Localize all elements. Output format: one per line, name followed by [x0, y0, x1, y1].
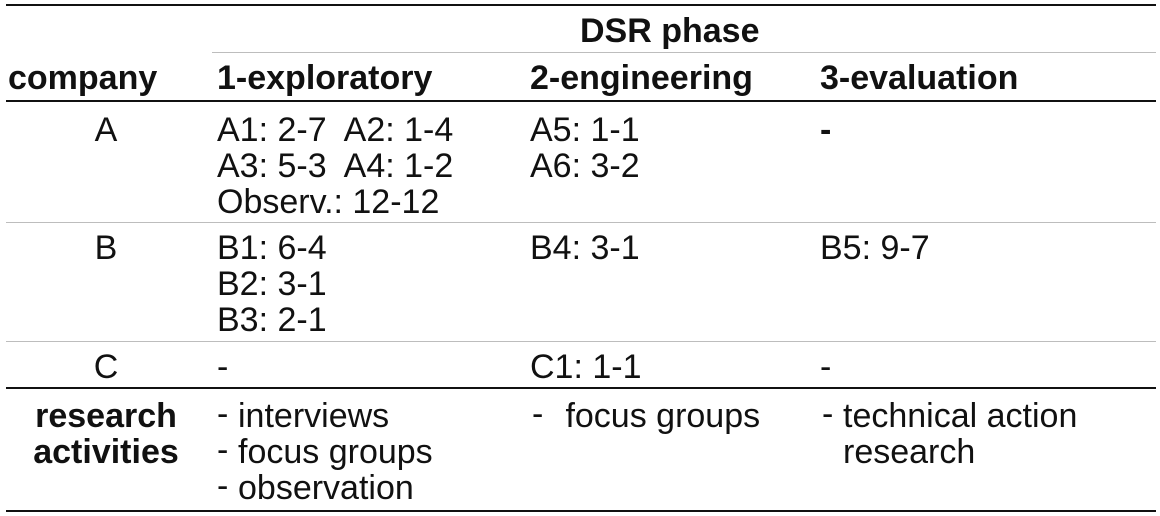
- phase-header-exploratory: 1-exploratory: [217, 59, 433, 97]
- bullet-dash: -: [532, 395, 544, 433]
- row-divider-a: [6, 222, 1156, 223]
- company-cell: A: [94, 111, 118, 149]
- engineering-cell-line: A6: 3-2: [530, 147, 640, 185]
- engineering-cell-line: B4: 3-1: [530, 229, 640, 267]
- exploratory-cell-line: -: [217, 348, 229, 386]
- activity-item: focus groups: [238, 433, 433, 471]
- activity-item: research: [843, 433, 976, 471]
- activity-item: technical action: [843, 397, 1078, 435]
- exploratory-cell-line: Observ.: 12-12: [217, 183, 440, 221]
- evaluation-cell-line: -: [820, 111, 832, 149]
- company-cell: B: [94, 229, 118, 267]
- activity-item: observation: [238, 469, 414, 507]
- exploratory-cell-line: B2: 3-1: [217, 265, 327, 303]
- dsr-phase-header: DSR phase: [580, 12, 760, 50]
- engineering-cell-line: A5: 1-1: [530, 111, 640, 149]
- row-divider-b: [6, 341, 1156, 342]
- exploratory-cell-line: B3: 2-1: [217, 301, 327, 339]
- exploratory-cell-line: B1: 6-4: [217, 229, 327, 267]
- company-column-header: company: [8, 59, 158, 97]
- activities-rule: [6, 387, 1156, 389]
- activities-label: research: [35, 397, 177, 435]
- activities-label: activities: [33, 433, 179, 471]
- header-rule: [6, 100, 1156, 102]
- bullet-dash: -: [217, 395, 229, 433]
- engineering-cell-line: C1: 1-1: [530, 348, 642, 386]
- activity-item: focus groups: [556, 397, 761, 435]
- bottom-rule: [6, 510, 1156, 512]
- bullet-dash: -: [217, 467, 229, 505]
- evaluation-cell-line: -: [820, 348, 832, 386]
- company-cell: C: [93, 348, 119, 386]
- bullet-dash: -: [217, 431, 229, 469]
- phase-header-engineering: 2-engineering: [530, 59, 753, 97]
- top-rule: [6, 4, 1156, 6]
- exploratory-cell-line: A3: 5-3 A4: 1-2: [217, 147, 454, 185]
- activity-item: interviews: [238, 397, 390, 435]
- evaluation-cell-line: B5: 9-7: [820, 229, 930, 267]
- phase-header-evaluation: 3-evaluation: [820, 59, 1019, 97]
- bullet-dash: -: [822, 395, 834, 433]
- exploratory-cell-line: A1: 2-7 A2: 1-4: [217, 111, 454, 149]
- group-underline: [212, 52, 1156, 53]
